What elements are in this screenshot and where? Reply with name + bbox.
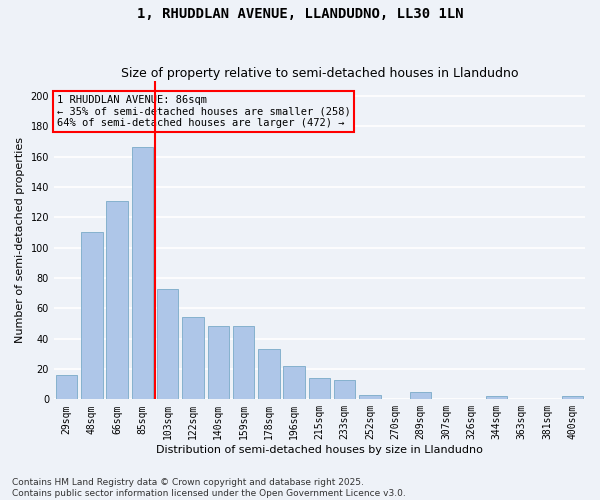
Bar [486,396,507,400]
Bar [258,350,280,400]
Bar [562,396,583,400]
Title: Size of property relative to semi-detached houses in Llandudno: Size of property relative to semi-detach… [121,66,518,80]
Bar [106,200,128,400]
Bar [410,392,431,400]
Text: Contains HM Land Registry data © Crown copyright and database right 2025.
Contai: Contains HM Land Registry data © Crown c… [12,478,406,498]
Bar [56,375,77,400]
Bar [283,366,305,400]
Bar [157,288,178,400]
Text: 1, RHUDDLAN AVENUE, LLANDUDNO, LL30 1LN: 1, RHUDDLAN AVENUE, LLANDUDNO, LL30 1LN [137,8,463,22]
Bar [309,378,330,400]
Y-axis label: Number of semi-detached properties: Number of semi-detached properties [15,137,25,343]
Bar [131,148,153,400]
Bar [359,395,381,400]
Text: 1 RHUDDLAN AVENUE: 86sqm
← 35% of semi-detached houses are smaller (258)
64% of : 1 RHUDDLAN AVENUE: 86sqm ← 35% of semi-d… [56,95,350,128]
Bar [208,326,229,400]
Bar [81,232,103,400]
X-axis label: Distribution of semi-detached houses by size in Llandudno: Distribution of semi-detached houses by … [156,445,483,455]
Bar [182,318,204,400]
Bar [233,326,254,400]
Bar [334,380,355,400]
